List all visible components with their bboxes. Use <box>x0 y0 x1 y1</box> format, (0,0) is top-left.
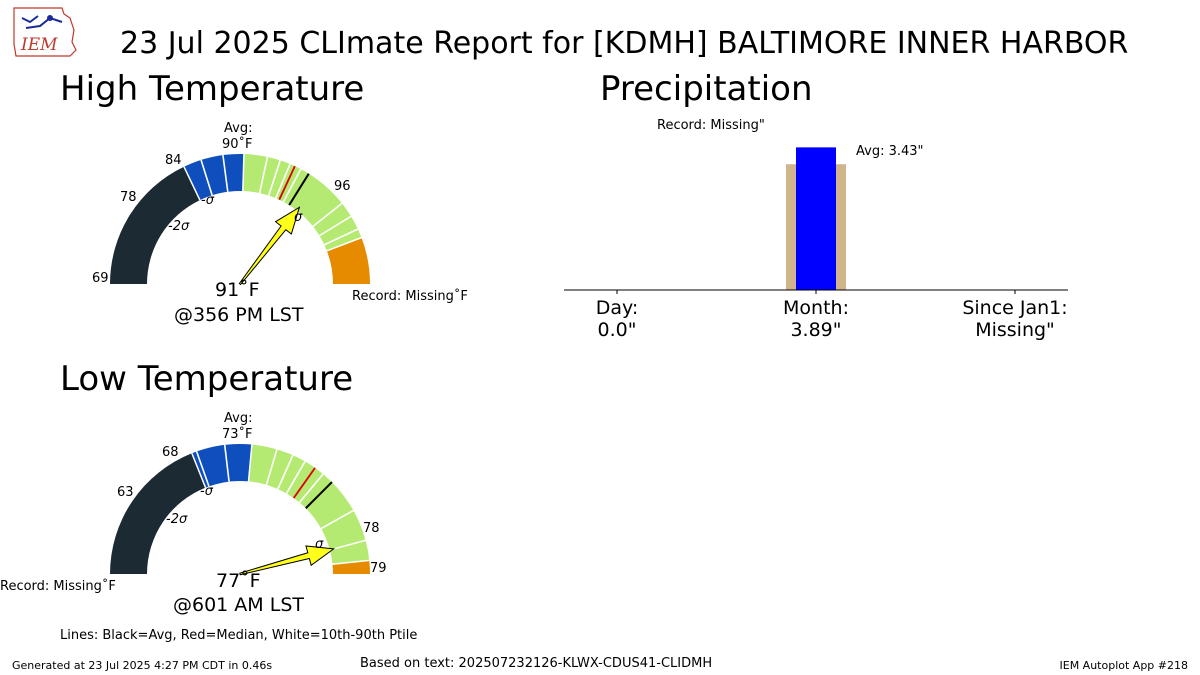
precip-jan1-value: Missing" <box>975 319 1055 341</box>
iem-logo-text: IEM <box>20 35 58 55</box>
high-plus1-sigma-label: σ <box>294 210 303 225</box>
average-line <box>305 481 333 509</box>
gauge-above-2sigma-band <box>326 237 370 284</box>
high-minus1-value: 84 <box>165 153 182 168</box>
precip-month-value: 3.89" <box>790 319 842 341</box>
page-title: 23 Jul 2025 CLImate Report for [KDMH] BA… <box>120 26 1129 61</box>
percentile-line <box>222 155 229 192</box>
gauge-normal-band <box>248 444 366 550</box>
low-minus2-value: 63 <box>117 485 134 500</box>
footer-based-on: Based on text: 202507232126-KLWX-CDUS41-… <box>360 656 713 671</box>
observed-needle-arrow <box>238 206 301 286</box>
low-avg-label: Avg: <box>224 411 253 426</box>
percentile-line <box>285 461 306 494</box>
high-minus2-sigma-label: -2σ <box>168 219 190 234</box>
percentile-line <box>258 156 269 194</box>
precip-day-value: 0.0" <box>597 319 637 341</box>
observed-needle-arrow <box>239 545 336 576</box>
high-plus2-value: 96 <box>334 179 351 194</box>
precip-month-category: Month: <box>783 297 849 319</box>
precip-observed-bar <box>796 147 836 290</box>
low-temp-heading: Low Temperature <box>60 359 354 399</box>
low-max-label: 79 <box>370 561 387 576</box>
median-line <box>292 467 316 499</box>
high-temperature-gauge <box>110 154 370 286</box>
low-temperature-gauge <box>110 443 370 576</box>
precipitation-chart <box>564 147 1068 294</box>
percentile-line <box>277 454 294 490</box>
low-plus2-value: 78 <box>363 521 380 536</box>
high-avg-label: Avg: <box>224 121 253 136</box>
high-avg-value: 90˚F <box>222 137 253 152</box>
percentile-line <box>323 228 359 246</box>
high-minus2-value: 78 <box>120 190 137 205</box>
gauge-below-2sigma-band <box>110 166 200 284</box>
sigma-boundary-line <box>247 444 253 482</box>
percentile-line <box>267 160 281 196</box>
high-observed-label: 91˚F <box>215 279 260 301</box>
low-time-label: @601 AM LST <box>173 594 304 616</box>
percentile-line <box>223 444 230 482</box>
precip-day-category: Day: <box>595 297 639 319</box>
precip-jan1-category: Since Jan1: <box>962 297 1068 319</box>
low-plus1-sigma-label: σ <box>315 537 324 552</box>
lines-legend-note: Lines: Black=Avg, Red=Median, White=10th… <box>60 628 418 643</box>
sigma-boundary-line <box>242 154 245 192</box>
high-time-label: @356 PM LST <box>174 304 304 326</box>
sigma-boundary-line <box>329 539 366 551</box>
high-min-label: 69 <box>92 271 109 286</box>
low-minus1-value: 68 <box>162 445 179 460</box>
sigma-boundary-line <box>326 236 362 252</box>
percentile-line <box>275 163 291 199</box>
gauge-normal-band <box>242 154 352 236</box>
sigma-boundary-line <box>191 452 207 488</box>
low-observed-label: 77˚F <box>216 570 261 592</box>
percentile-line <box>200 159 213 196</box>
precip-heading: Precipitation <box>600 69 813 109</box>
sigma-boundary-line <box>332 559 370 566</box>
percentile-line <box>265 449 278 486</box>
low-minus2-sigma-label: -2σ <box>166 512 188 527</box>
low-record-label: Record: Missing˚F <box>0 579 116 594</box>
gauge-plus-sigma-band <box>329 540 370 565</box>
percentile-line <box>312 202 343 227</box>
sigma-boundary-line <box>319 215 352 237</box>
sigma-boundary-line <box>183 166 201 201</box>
high-record-label: Record: Missing˚F <box>352 289 468 304</box>
percentile-line <box>298 473 324 504</box>
high-minus1-sigma-label: -σ <box>201 193 214 208</box>
average-line <box>288 173 310 206</box>
precip-avg-label: Avg: 3.43" <box>856 144 924 159</box>
gauge-minus-sigma-band <box>183 154 244 201</box>
low-avg-value: 73˚F <box>222 427 253 442</box>
iem-logo: IEM <box>13 7 77 57</box>
gauge-minus-sigma-band <box>191 443 252 488</box>
percentile-line <box>195 451 210 487</box>
high-temp-heading: High Temperature <box>60 69 365 109</box>
percentile-line <box>320 509 354 530</box>
footer-generated: Generated at 23 Jul 2025 4:27 PM CDT in … <box>12 659 273 672</box>
gauge-below-2sigma-band <box>110 453 206 574</box>
median-line <box>278 165 296 201</box>
footer-app: IEM Autoplot App #218 <box>1059 659 1189 672</box>
low-minus1-sigma-label: -σ <box>200 484 213 499</box>
precip-record-label: Record: Missing" <box>657 118 765 133</box>
percentile-line <box>282 168 302 203</box>
